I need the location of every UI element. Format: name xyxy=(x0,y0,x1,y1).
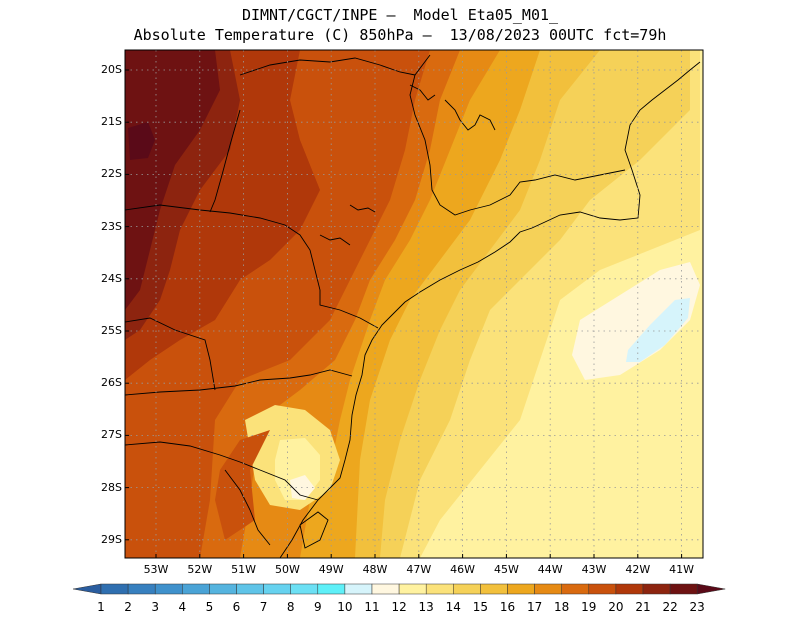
colorbar-swatch xyxy=(209,583,237,595)
state-border-ms-pr xyxy=(209,109,241,213)
colorbar-swatch xyxy=(263,583,291,595)
lon-label: 44W xyxy=(537,563,563,576)
lon-label: 53W xyxy=(143,563,169,576)
grid-lines xyxy=(125,50,703,558)
colorbar-swatch xyxy=(615,583,644,595)
colorbar-swatch xyxy=(534,583,562,595)
lat-label: 28S xyxy=(101,480,122,494)
rs-interior xyxy=(224,469,271,546)
lat-label: 23S xyxy=(101,219,122,233)
lat-label: 24S xyxy=(101,271,122,285)
plot-frame xyxy=(124,49,704,559)
state-border-mg-north xyxy=(239,57,416,76)
colorbar-label: 7 xyxy=(259,600,268,614)
colorbar-label: 5 xyxy=(205,600,214,614)
colorbar-label: 15 xyxy=(472,600,489,614)
state-border-pr-sp xyxy=(125,204,379,329)
cold-patch-11 xyxy=(572,262,700,380)
state-border-sp-mg xyxy=(409,54,626,216)
state-border-sc-rs xyxy=(125,441,319,501)
lat-label: 22S xyxy=(101,167,122,181)
colorbar-label: 12 xyxy=(391,600,407,614)
lat-label: 26S xyxy=(101,376,122,390)
colorbar-label: 3 xyxy=(151,600,159,614)
colorbar-swatch xyxy=(344,583,373,595)
lat-label: 21S xyxy=(101,115,122,129)
chart-title-line2: Absolute Temperature (C) 850hPa — 13/08/… xyxy=(133,26,667,44)
lon-label: 41W xyxy=(669,563,695,576)
colorbar-label: 16 xyxy=(499,600,516,614)
state-border-pr-sc xyxy=(125,369,353,396)
lon-label: 42W xyxy=(625,563,651,576)
colorbar-swatch xyxy=(317,583,346,595)
colorbar-label: 2 xyxy=(124,600,132,614)
colorbar-swatch xyxy=(182,583,210,595)
colorbar-label: 23 xyxy=(689,600,705,614)
colorbar-swatch xyxy=(642,583,671,595)
colorbar-swatch xyxy=(480,583,508,595)
colorbar-swatch xyxy=(371,583,400,595)
lon-label: 48W xyxy=(362,563,388,576)
colorbar-label: 8 xyxy=(286,600,295,614)
colorbar-swatch xyxy=(588,583,617,595)
colorbar-swatch xyxy=(425,583,454,595)
lon-label: 51W xyxy=(231,563,257,576)
colorbar-swatch xyxy=(100,583,129,595)
colorbar-label: 14 xyxy=(445,600,461,614)
coastline xyxy=(279,61,701,558)
colorbar-label: 13 xyxy=(418,600,434,614)
colorbar xyxy=(72,583,726,595)
lon-label: 49W xyxy=(318,563,344,576)
colorbar-label: 22 xyxy=(662,600,678,614)
chart-title-line1: DIMNT/CGCT/INPE — Model Eta05_M01_ xyxy=(241,6,559,24)
colorbar-label: 6 xyxy=(232,600,241,614)
colorbar-label: 18 xyxy=(554,600,570,614)
country-border-west xyxy=(125,317,216,391)
colorbar-label: 11 xyxy=(364,600,380,614)
temperature-field xyxy=(125,50,703,558)
lon-label: 43W xyxy=(581,563,607,576)
colorbar-swatch xyxy=(127,583,156,595)
reservoir-1 xyxy=(444,99,496,131)
colorbar-swatch xyxy=(290,583,319,595)
cold-patch-10 xyxy=(626,298,690,362)
coastline-and-borders xyxy=(125,54,701,558)
colorbar-label: 1 xyxy=(97,600,105,614)
lagoon-outline xyxy=(299,511,329,549)
colorbar-label: 19 xyxy=(581,600,597,614)
band-23 xyxy=(128,122,155,160)
colorbar-swatch xyxy=(561,583,590,595)
colorbar-label: 10 xyxy=(337,600,353,614)
colorbar-swatch xyxy=(236,583,264,595)
colorbar-swatch xyxy=(398,583,427,595)
reservoir-4 xyxy=(349,204,376,213)
colorbar-label: 17 xyxy=(526,600,543,614)
colorbar-label: 21 xyxy=(635,600,651,614)
colorbar-label: 4 xyxy=(178,600,187,614)
reservoir-2 xyxy=(409,84,436,101)
coast-land-19 xyxy=(215,430,270,540)
lon-label: 46W xyxy=(450,563,476,576)
lat-label: 25S xyxy=(101,324,122,337)
lon-label: 52W xyxy=(187,563,213,576)
colorbar-swatch xyxy=(453,583,481,595)
colorbar-label: 9 xyxy=(313,600,322,614)
lat-label: 20S xyxy=(101,63,122,76)
colorbar-swatch xyxy=(507,583,535,595)
lon-label: 50W xyxy=(274,563,300,576)
colorbar-swatch xyxy=(154,583,183,595)
lon-label: 47W xyxy=(406,563,432,576)
colorbar-label: 20 xyxy=(608,600,624,614)
band-22 xyxy=(125,50,220,310)
colorbar-swatch xyxy=(669,583,698,595)
axis-ticks xyxy=(125,69,683,558)
colorbar-swatch xyxy=(72,583,102,595)
lon-label: 45W xyxy=(493,563,519,576)
colorbar-swatch xyxy=(696,583,726,595)
reservoir-3 xyxy=(319,234,351,246)
lat-label: 29S xyxy=(101,532,122,546)
lat-label: 27S xyxy=(101,428,122,442)
